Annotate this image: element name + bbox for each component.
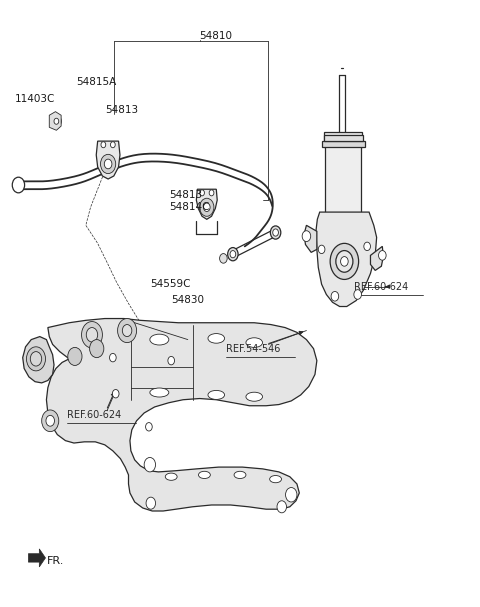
Circle shape: [30, 351, 42, 366]
Text: REF.60-624: REF.60-624: [354, 282, 408, 291]
Polygon shape: [304, 225, 317, 253]
Circle shape: [318, 245, 325, 254]
Ellipse shape: [208, 334, 225, 343]
Circle shape: [145, 422, 152, 431]
Circle shape: [26, 347, 46, 371]
Circle shape: [331, 291, 339, 301]
Circle shape: [286, 487, 297, 502]
Polygon shape: [23, 336, 54, 383]
Circle shape: [90, 339, 104, 358]
Circle shape: [302, 231, 311, 242]
Circle shape: [54, 118, 59, 124]
Polygon shape: [196, 189, 217, 219]
Circle shape: [122, 325, 132, 336]
Ellipse shape: [246, 337, 263, 347]
Circle shape: [364, 242, 371, 251]
Circle shape: [336, 251, 353, 272]
Circle shape: [42, 410, 59, 432]
Circle shape: [109, 353, 116, 362]
Circle shape: [270, 226, 281, 239]
Ellipse shape: [150, 334, 169, 345]
Circle shape: [277, 501, 287, 513]
Ellipse shape: [234, 471, 246, 478]
Ellipse shape: [270, 475, 281, 483]
Circle shape: [68, 347, 82, 365]
Ellipse shape: [150, 388, 169, 397]
Circle shape: [101, 141, 106, 148]
Circle shape: [341, 257, 348, 266]
Circle shape: [146, 497, 156, 509]
Circle shape: [110, 141, 115, 148]
Polygon shape: [49, 112, 61, 131]
Ellipse shape: [165, 473, 177, 480]
Bar: [325, 146, 361, 213]
Text: 54830: 54830: [171, 296, 204, 305]
Text: 54559C: 54559C: [150, 279, 191, 289]
Text: 54814C: 54814C: [169, 202, 209, 212]
Text: 54813: 54813: [169, 190, 202, 200]
Circle shape: [228, 248, 238, 261]
Circle shape: [112, 390, 119, 398]
Polygon shape: [96, 141, 120, 179]
Circle shape: [86, 328, 97, 342]
Bar: [324, 132, 362, 147]
Circle shape: [230, 251, 236, 258]
Text: FR.: FR.: [47, 556, 64, 566]
Circle shape: [100, 154, 116, 174]
Text: REF.54-546: REF.54-546: [226, 344, 280, 354]
Circle shape: [104, 159, 112, 169]
Text: 54813: 54813: [105, 105, 138, 115]
Circle shape: [204, 203, 210, 211]
Circle shape: [219, 254, 227, 263]
Polygon shape: [28, 549, 46, 567]
Bar: [324, 135, 363, 141]
Circle shape: [273, 229, 278, 236]
Circle shape: [144, 458, 156, 472]
Circle shape: [330, 243, 359, 279]
Polygon shape: [371, 246, 384, 271]
Circle shape: [200, 198, 214, 216]
Circle shape: [200, 190, 204, 196]
Text: 11403C: 11403C: [14, 94, 55, 104]
Circle shape: [354, 290, 361, 299]
Ellipse shape: [199, 471, 210, 478]
Circle shape: [118, 319, 137, 342]
Circle shape: [82, 322, 102, 348]
Circle shape: [379, 251, 386, 260]
Text: 54810: 54810: [200, 31, 233, 41]
Polygon shape: [316, 212, 377, 307]
Text: REF.60-624: REF.60-624: [67, 410, 121, 420]
Ellipse shape: [208, 390, 225, 399]
Ellipse shape: [246, 392, 263, 401]
Circle shape: [12, 177, 24, 193]
Bar: [322, 141, 365, 147]
Circle shape: [209, 190, 214, 196]
Circle shape: [46, 415, 55, 426]
Polygon shape: [47, 319, 317, 511]
Circle shape: [168, 356, 175, 365]
Text: 54815A: 54815A: [76, 77, 117, 87]
Circle shape: [52, 115, 61, 127]
